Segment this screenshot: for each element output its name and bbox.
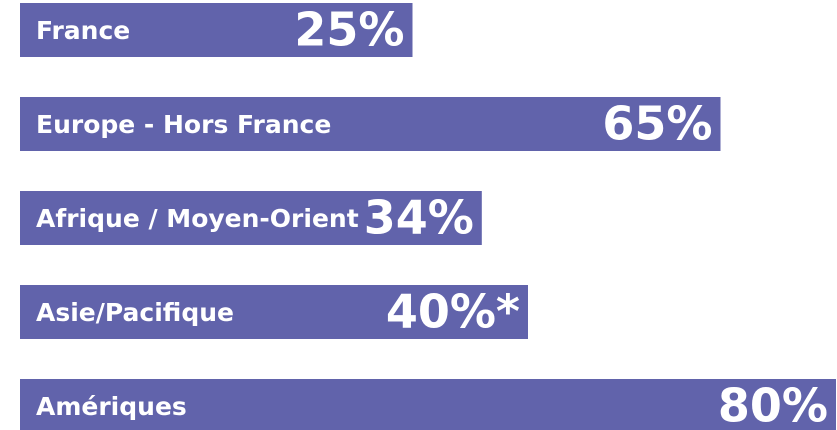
value-label: 40%* bbox=[386, 285, 520, 339]
bar bbox=[20, 285, 528, 339]
category-label: Asie/Pacifique bbox=[36, 298, 234, 327]
value-label: 25% bbox=[294, 3, 404, 57]
category-label: Europe - Hors France bbox=[36, 110, 331, 139]
category-label: Afrique / Moyen-Orient bbox=[36, 204, 359, 233]
bar bbox=[20, 3, 413, 57]
bar bbox=[20, 379, 836, 430]
category-label: France bbox=[36, 16, 130, 45]
bar bbox=[20, 97, 721, 151]
bar bbox=[20, 191, 482, 245]
value-label: 80% bbox=[718, 379, 828, 430]
value-label: 34% bbox=[364, 191, 474, 245]
category-label: Amériques bbox=[36, 392, 187, 421]
value-label: 65% bbox=[602, 97, 712, 151]
